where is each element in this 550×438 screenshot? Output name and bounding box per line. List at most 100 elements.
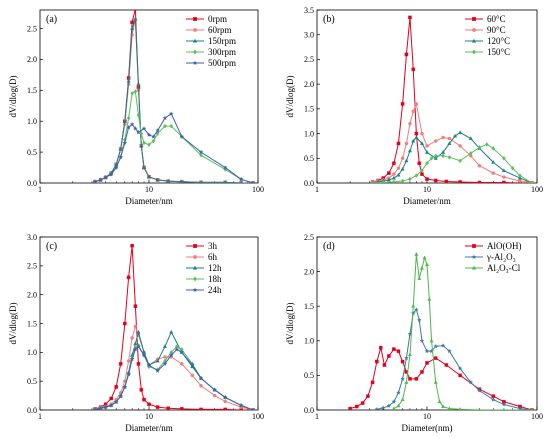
y-tick-label: 0.0 <box>27 179 37 188</box>
y-tick-label: 1.5 <box>304 105 314 114</box>
data-point <box>199 180 203 183</box>
series-2 <box>370 102 534 183</box>
data-point <box>424 348 430 354</box>
y-tick-label: 2.5 <box>304 233 314 242</box>
data-point <box>130 91 134 96</box>
data-point <box>391 399 397 404</box>
data-point <box>458 407 462 410</box>
data-point <box>468 379 474 385</box>
x-tick-label: 1 <box>38 412 42 421</box>
data-point <box>396 166 401 170</box>
data-point <box>491 171 495 175</box>
data-point <box>360 401 365 405</box>
data-point <box>396 172 401 177</box>
data-point <box>239 180 243 183</box>
legend-swatch-marker <box>193 17 197 21</box>
data-point <box>136 362 141 366</box>
data-point <box>425 160 429 166</box>
y-tick-label: 0.5 <box>27 148 37 157</box>
data-point <box>501 401 507 407</box>
data-point <box>419 141 424 145</box>
x-tick-label: 1 <box>38 185 42 194</box>
data-point <box>382 363 387 367</box>
data-point <box>408 176 412 182</box>
x-tick-label: 10 <box>423 412 431 421</box>
data-point <box>429 155 434 161</box>
y-axis-title: dV/dlog(D) <box>8 76 18 118</box>
legend-entry: 500rpm <box>208 58 236 68</box>
data-point <box>433 356 438 360</box>
data-point <box>416 317 422 323</box>
data-point <box>199 152 203 158</box>
legend-entry: 6h <box>208 252 218 262</box>
series-1 <box>93 243 255 410</box>
data-point <box>408 122 412 126</box>
legend-entry: 300rpm <box>208 47 236 57</box>
series-line <box>94 344 254 410</box>
legend-swatch-marker <box>471 38 477 43</box>
data-point <box>491 146 496 151</box>
chart-panel-3: 0.0 0.5 1.0 1.5 2.0 2.5 3.0 1 10 100 Diameter/nm dV… <box>8 233 264 433</box>
data-point <box>223 399 227 404</box>
y-tick-label: 1.0 <box>27 117 37 126</box>
legend-swatch-marker <box>472 28 476 32</box>
data-point <box>132 346 138 352</box>
data-point <box>132 126 138 131</box>
data-point <box>130 20 134 25</box>
series-line <box>94 245 254 410</box>
data-point <box>458 130 463 135</box>
data-point <box>155 368 161 373</box>
legend-swatch-marker <box>192 265 198 270</box>
data-point <box>108 171 114 177</box>
data-point <box>155 358 160 363</box>
data-point <box>212 387 218 392</box>
data-point <box>189 362 195 368</box>
data-point <box>133 304 138 308</box>
data-point <box>441 135 445 140</box>
data-point <box>407 148 412 153</box>
data-point <box>414 102 419 106</box>
y-tick-label: 1.5 <box>304 302 314 311</box>
data-point <box>408 15 412 20</box>
data-point <box>190 373 195 378</box>
data-point <box>437 399 442 404</box>
x-tick-label: 10 <box>145 185 153 194</box>
legend-swatch-marker <box>193 49 197 55</box>
data-point <box>433 343 439 349</box>
data-point <box>155 405 160 409</box>
data-point <box>103 174 109 180</box>
legend-swatch-marker <box>193 276 197 282</box>
y-tick-label: 2.5 <box>27 262 37 271</box>
data-point <box>355 404 359 409</box>
data-point <box>239 408 243 410</box>
legend-swatch-marker <box>472 17 476 21</box>
data-point <box>118 146 123 151</box>
y-tick-label: 0.5 <box>304 371 314 380</box>
data-point <box>199 407 203 410</box>
legend-entry: 150°C <box>487 47 510 57</box>
data-point <box>441 153 445 159</box>
data-point <box>502 155 506 161</box>
data-point <box>113 165 119 170</box>
data-point <box>433 153 438 159</box>
y-axis-title: dV/dlog(D) <box>285 303 295 345</box>
data-point <box>414 377 419 381</box>
series-5 <box>92 344 256 410</box>
data-point <box>162 361 168 366</box>
data-point <box>136 129 141 135</box>
data-point <box>130 26 135 30</box>
legend-entry: 60°C <box>487 14 506 24</box>
data-point <box>392 161 396 165</box>
y-tick-label: 2.0 <box>27 55 37 64</box>
data-point <box>447 348 452 354</box>
data-point <box>179 134 185 139</box>
data-point <box>139 143 144 148</box>
data-point <box>424 262 430 267</box>
data-point <box>411 109 416 114</box>
legend-swatch-marker <box>472 244 476 248</box>
y-tick-label: 1.0 <box>304 129 314 138</box>
data-point <box>109 396 113 401</box>
data-point <box>420 168 424 173</box>
data-point <box>133 341 138 346</box>
data-point <box>223 180 227 183</box>
